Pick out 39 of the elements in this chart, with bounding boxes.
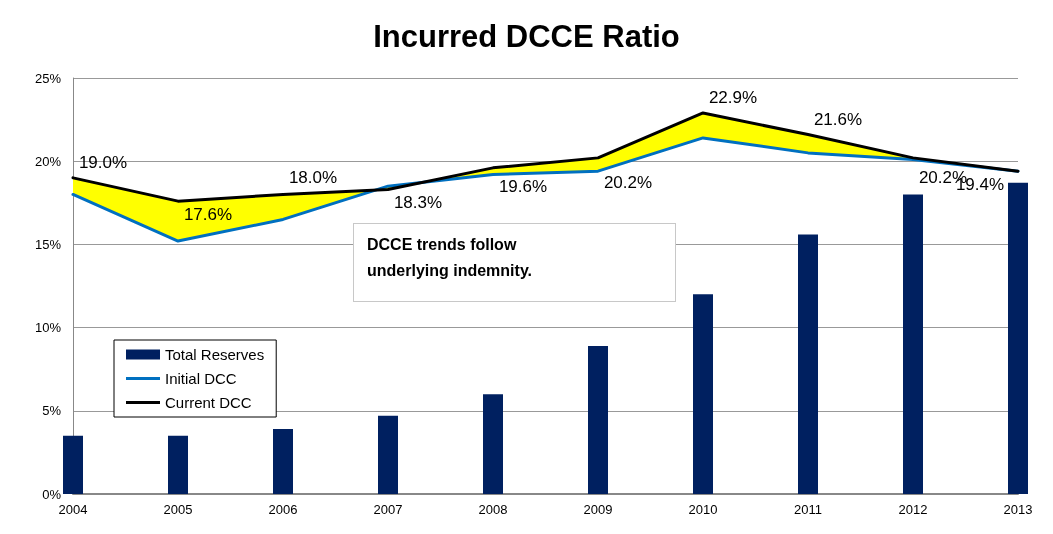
x-tick-label: 2007 — [373, 502, 403, 517]
data-label: 21.6% — [813, 109, 863, 129]
y-tick-label: 25% — [34, 70, 62, 86]
annotation: DCCE trends follow underlying indemnity. — [367, 235, 534, 281]
chart-title: Incurred DCCE Ratio — [373, 19, 680, 54]
x-tick-label: 2009 — [583, 502, 613, 517]
bar — [588, 345, 608, 494]
x-tick-label: 2010 — [688, 502, 718, 517]
data-label: 19.6% — [498, 176, 548, 196]
x-tick-label: 2005 — [163, 502, 193, 517]
y-tick-label: 5% — [42, 403, 62, 419]
legend-label: Current DCC — [165, 394, 252, 411]
data-label: 22.9% — [708, 87, 758, 107]
bar — [168, 435, 188, 494]
y-tick-label: 15% — [34, 236, 62, 252]
data-label: 17.6% — [183, 205, 233, 225]
bar — [1008, 182, 1028, 494]
data-label: 18.3% — [393, 193, 443, 213]
bar — [693, 294, 713, 494]
bar — [273, 429, 293, 494]
y-tick-label: 20% — [34, 153, 62, 169]
legend-label: Total Reserves — [165, 346, 265, 363]
data-label: 18.0% — [288, 168, 338, 188]
legend-label: Initial DCC — [165, 370, 237, 387]
data-label: 20.2% — [603, 172, 653, 192]
x-tick-label: 2004 — [58, 502, 88, 517]
y-tick-label: 0% — [42, 486, 62, 502]
x-tick-label: 2012 — [898, 502, 928, 517]
bar — [63, 435, 83, 494]
bar — [378, 415, 398, 494]
x-tick-label: 2013 — [1003, 502, 1033, 517]
y-tick-label: 10% — [34, 320, 62, 336]
bar — [903, 194, 923, 494]
bar — [483, 394, 503, 494]
x-tick-label: 2011 — [794, 502, 822, 517]
x-tick-label: 2006 — [268, 502, 298, 517]
x-tick-label: 2008 — [478, 502, 508, 517]
data-label: 19.0% — [78, 152, 128, 172]
bar — [798, 234, 818, 494]
